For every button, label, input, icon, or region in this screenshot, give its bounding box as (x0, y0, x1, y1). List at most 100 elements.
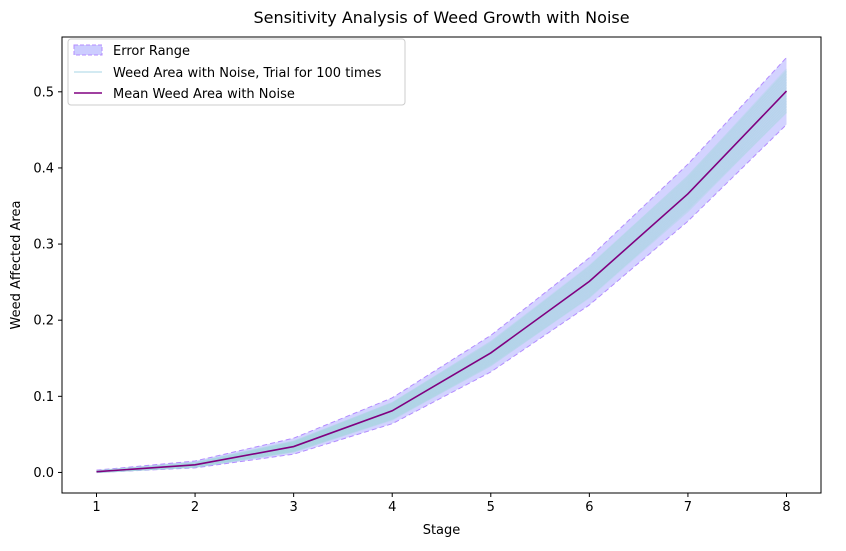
trial-line (96, 70, 788, 472)
trial-line (96, 110, 787, 474)
trial-line (96, 97, 788, 473)
mean-line-layer (96, 90, 788, 473)
trial-line (96, 89, 788, 473)
trial-line (96, 68, 788, 472)
legend-label: Error Range (113, 44, 190, 59)
y-tick-label: 0.4 (33, 161, 54, 176)
x-tick-label: 2 (191, 500, 199, 515)
trial-line (96, 105, 787, 473)
trial-line (96, 89, 788, 473)
chart-title: Sensitivity Analysis of Weed Growth with… (253, 8, 629, 27)
trial-line (96, 82, 788, 473)
trial-line (96, 77, 788, 472)
trial-line (96, 98, 787, 473)
trial-line (96, 108, 787, 474)
legend-label: Mean Weed Area with Noise (113, 87, 295, 102)
trial-line (96, 91, 788, 473)
y-tick-label: 0.1 (33, 390, 54, 405)
trial-line (96, 76, 788, 472)
trial-line (96, 81, 788, 473)
trial-line (96, 111, 787, 474)
trial-line (96, 106, 787, 473)
trial-line (96, 91, 788, 473)
x-axis: 1 2 3 4 5 6 7 8 (92, 493, 791, 515)
trial-line (96, 97, 788, 473)
trial-line (96, 92, 788, 473)
trial-line (96, 69, 788, 472)
trial-line (96, 84, 788, 473)
trial-line (96, 96, 788, 473)
plot-frame (61, 36, 822, 494)
trial-line (96, 81, 788, 473)
trial-line (96, 90, 787, 473)
trial-line (96, 74, 788, 472)
trial-line (96, 71, 788, 472)
legend-swatch-error-range (73, 44, 103, 56)
trial-line (96, 93, 788, 473)
trial-line (96, 86, 788, 473)
trial-line (96, 94, 788, 473)
trial-line (96, 95, 787, 473)
trial-line (96, 87, 788, 473)
trial-line (96, 106, 787, 473)
trial-line (96, 105, 788, 473)
trial-line (96, 100, 788, 473)
trial-line (96, 70, 788, 472)
trial-line (96, 78, 788, 472)
trial-line (96, 72, 788, 472)
trial-line (96, 68, 788, 472)
trial-line (96, 109, 787, 474)
x-axis-label: Stage (423, 523, 461, 538)
error-range-band (96, 57, 787, 473)
trial-line (96, 109, 787, 473)
x-tick-label: 3 (290, 500, 298, 515)
x-tick-label: 5 (487, 500, 495, 515)
trial-line (96, 92, 787, 473)
trial-line (96, 89, 788, 473)
trial-line (96, 92, 788, 473)
y-axis-label: Weed Affected Area (9, 201, 24, 330)
trial-line (96, 95, 787, 473)
trial-line (96, 103, 787, 473)
trial-line (96, 106, 787, 473)
trial-line (96, 103, 787, 473)
error-band-layer (96, 57, 787, 473)
trial-line (96, 83, 788, 473)
trial-line (96, 78, 788, 472)
trial-line (96, 111, 787, 474)
trial-line (96, 99, 788, 473)
trial-line (96, 101, 787, 473)
trial-line (96, 73, 788, 472)
trial-line (96, 76, 788, 472)
trial-line (96, 87, 788, 473)
trial-line (96, 94, 788, 473)
trial-line (96, 71, 788, 472)
trial-line (96, 95, 788, 473)
x-tick-label: 1 (92, 500, 100, 515)
y-tick-label: 0.3 (33, 238, 54, 253)
trial-line (96, 98, 787, 473)
y-tick-label: 0.0 (33, 466, 54, 481)
trial-line (96, 111, 787, 474)
trial-line (96, 78, 788, 472)
trial-line (96, 75, 788, 472)
trial-line (96, 108, 787, 474)
trial-line (96, 72, 788, 472)
trial-line (96, 79, 788, 472)
trial-line (96, 103, 787, 473)
trial-line (96, 79, 788, 473)
trial-line (96, 86, 788, 473)
trial-line (96, 70, 788, 472)
x-tick-label: 4 (388, 500, 396, 515)
x-tick-label: 7 (684, 500, 692, 515)
trial-line (96, 111, 787, 474)
trial-line (96, 90, 788, 473)
trial-line (96, 102, 788, 473)
trial-line (96, 81, 788, 473)
trial-line (96, 101, 787, 473)
y-tick-label: 0.5 (33, 85, 54, 100)
mean-line (96, 90, 788, 473)
trial-line (96, 110, 787, 474)
